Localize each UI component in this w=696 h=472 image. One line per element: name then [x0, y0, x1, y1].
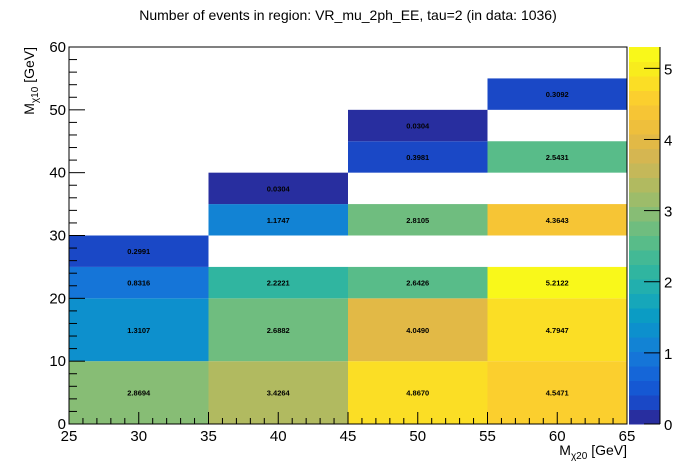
palette-swatch — [629, 279, 660, 294]
chart-title: Number of events in region: VR_mu_2ph_EE… — [139, 7, 557, 23]
heatmap-cell — [69, 266, 209, 299]
x-tick-label: 50 — [409, 428, 426, 445]
cell-value-label: 4.3643 — [546, 216, 569, 225]
y-tick-label: 40 — [49, 165, 66, 182]
palette-swatch — [629, 380, 660, 396]
palette-swatch — [629, 293, 660, 309]
color-palette-bar — [629, 47, 661, 425]
palette-swatch — [629, 308, 660, 323]
heatmap-cell — [208, 298, 348, 362]
cell-value-label: 0.8316 — [127, 279, 150, 288]
palette-swatch — [629, 105, 660, 120]
palette-swatch — [629, 395, 660, 410]
cell-value-label: 0.2991 — [127, 247, 150, 256]
heatmap-cell — [487, 298, 627, 362]
x-tick-label: 35 — [200, 428, 217, 445]
cell-value-label: 0.0304 — [267, 184, 291, 193]
palette-swatch — [629, 90, 660, 106]
palette-swatch — [629, 322, 660, 338]
x-axis-title: Mχ20 [GeV] — [559, 442, 627, 462]
palette-swatch — [629, 163, 660, 178]
cell-value-label: 1.1747 — [267, 216, 290, 225]
palette-swatch — [629, 235, 660, 251]
x-tick-label: 40 — [270, 428, 287, 445]
cell-value-label: 2.8694 — [127, 389, 151, 398]
heatmap-cell-labels: 2.8694 1.3107 0.8316 0.2991 3.4264 2.6882 2.22… — [127, 90, 568, 397]
cell-value-label: 2.8105 — [406, 216, 429, 225]
palette-swatch — [629, 47, 660, 62]
cell-value-label: 2.2221 — [267, 279, 290, 288]
y-tick-label: 50 — [49, 102, 66, 119]
y-axis-title: Mχ10 [GeV] — [21, 47, 41, 115]
x-axis: 25 30 35 40 45 50 55 60 65 — [61, 412, 636, 445]
palette-swatch — [629, 221, 660, 236]
y-tick-label: 60 — [49, 39, 66, 56]
z-tick-label: 0 — [664, 417, 672, 434]
cell-value-label: 1.3107 — [127, 326, 150, 335]
heatmap-cell — [348, 298, 488, 362]
y-tick-label: 20 — [49, 290, 66, 307]
cell-value-label: 3.4264 — [267, 389, 291, 398]
palette-swatch — [629, 76, 660, 91]
cell-value-label: 0.3981 — [406, 153, 429, 162]
z-tick-label: 1 — [664, 346, 672, 363]
heatmap-cell — [487, 78, 627, 110]
heatmap-cell — [348, 141, 488, 173]
heatmap-cell — [348, 204, 488, 236]
y-tick-label: 0 — [58, 416, 66, 433]
cell-value-label: 0.0304 — [406, 122, 430, 131]
z-tick-label: 5 — [664, 61, 672, 78]
palette-swatch — [629, 119, 660, 135]
palette-swatch — [629, 264, 660, 280]
cell-value-label: 5.2122 — [546, 279, 569, 288]
z-axis: 0 1 2 3 4 5 — [644, 61, 672, 434]
cell-value-label: 0.3092 — [546, 90, 569, 99]
palette-swatch — [629, 409, 660, 425]
palette-swatch — [629, 61, 660, 77]
heatmap-cell — [487, 141, 627, 173]
cell-value-label: 2.6882 — [267, 326, 290, 335]
z-tick-label: 2 — [664, 275, 672, 292]
palette-swatch — [629, 148, 660, 164]
palette-swatch — [629, 337, 660, 352]
cell-value-label: 2.6426 — [406, 279, 429, 288]
heatmap-cell — [69, 298, 209, 362]
cell-value-label: 4.5471 — [546, 389, 569, 398]
palette-swatch — [629, 177, 660, 193]
cell-value-label: 4.7947 — [546, 326, 569, 335]
heatmap-cell — [69, 235, 209, 267]
palette-swatch — [629, 206, 660, 222]
x-tick-label: 45 — [340, 428, 357, 445]
palette-swatch — [629, 351, 660, 367]
palette-swatch — [629, 250, 660, 265]
cell-value-label: 2.5431 — [546, 153, 569, 162]
y-tick-label: 10 — [49, 353, 66, 370]
x-tick-label: 65 — [619, 428, 636, 445]
heatmap-cell — [208, 266, 348, 299]
x-tick-label: 55 — [479, 428, 496, 445]
y-axis: 0 10 20 30 40 50 60 — [49, 39, 85, 433]
z-tick-label: 4 — [664, 132, 672, 149]
y-tick-label: 30 — [49, 228, 66, 245]
x-tick-label: 30 — [130, 428, 147, 445]
cell-value-label: 4.0490 — [406, 326, 429, 335]
x-tick-label: 25 — [61, 428, 78, 445]
palette-swatch — [629, 134, 660, 149]
cell-value-label: 4.8670 — [406, 389, 429, 398]
palette-swatch — [629, 366, 660, 381]
heatmap-cell — [208, 204, 348, 236]
heatmap-cell — [348, 109, 488, 142]
heatmap-cells — [69, 78, 627, 424]
x-tick-label: 60 — [549, 428, 566, 445]
heatmap-cell — [348, 266, 488, 299]
heatmap-cell — [208, 172, 348, 205]
z-tick-label: 3 — [664, 204, 672, 221]
heatmap-cell — [487, 204, 627, 236]
palette-swatch — [629, 192, 660, 207]
heatmap-cell — [487, 266, 627, 299]
